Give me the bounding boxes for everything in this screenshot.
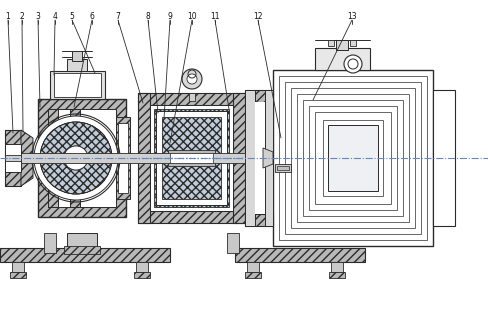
Circle shape — [182, 69, 202, 89]
Bar — [72, 51, 82, 61]
Bar — [349, 40, 355, 46]
Bar — [314, 112, 390, 204]
Bar — [254, 102, 264, 214]
Bar — [118, 123, 128, 193]
Text: 3: 3 — [36, 12, 41, 21]
Bar — [138, 93, 150, 223]
Bar — [150, 105, 232, 211]
Text: 7: 7 — [115, 12, 120, 21]
Circle shape — [343, 55, 361, 73]
Bar — [38, 99, 126, 217]
Bar — [235, 248, 364, 262]
Bar — [232, 93, 244, 223]
Text: 10: 10 — [187, 12, 196, 21]
Text: 5: 5 — [69, 12, 74, 21]
Bar — [327, 125, 377, 191]
Bar — [285, 82, 420, 234]
Bar — [303, 100, 402, 216]
Bar — [67, 59, 87, 71]
Text: 13: 13 — [346, 12, 356, 21]
Bar — [50, 71, 105, 99]
Bar — [67, 233, 97, 251]
Bar — [296, 94, 408, 222]
Bar — [244, 90, 272, 102]
Bar — [170, 153, 213, 163]
Text: 12: 12 — [253, 12, 262, 21]
Bar — [244, 272, 261, 278]
Text: 9: 9 — [167, 12, 172, 21]
Bar — [116, 117, 130, 199]
Circle shape — [40, 122, 112, 194]
Circle shape — [40, 122, 112, 194]
Bar — [44, 233, 56, 253]
Bar — [136, 262, 148, 272]
Bar — [330, 262, 342, 272]
Bar — [138, 211, 244, 223]
Bar — [327, 40, 333, 46]
Bar — [168, 150, 215, 166]
Polygon shape — [263, 148, 272, 168]
Bar — [308, 106, 396, 210]
Bar — [5, 130, 21, 186]
Bar — [272, 70, 432, 246]
Bar — [432, 90, 454, 226]
Bar — [70, 109, 80, 207]
Bar — [138, 93, 244, 105]
Circle shape — [64, 146, 88, 170]
Bar — [0, 248, 170, 262]
Bar — [64, 246, 100, 254]
Bar — [314, 48, 369, 70]
Text: 4: 4 — [52, 12, 57, 21]
Bar — [264, 90, 272, 226]
Bar — [279, 76, 426, 240]
Bar — [134, 272, 150, 278]
Bar — [5, 155, 21, 161]
Text: 2: 2 — [20, 12, 24, 21]
Bar — [54, 73, 101, 97]
Bar — [276, 166, 288, 170]
Bar — [12, 262, 24, 272]
Text: 11: 11 — [210, 12, 219, 21]
Bar — [189, 93, 195, 101]
Bar — [323, 120, 382, 196]
Circle shape — [64, 146, 88, 170]
Bar — [328, 272, 345, 278]
Bar — [226, 233, 239, 253]
Bar — [48, 109, 58, 207]
Bar — [10, 272, 26, 278]
Polygon shape — [21, 130, 33, 186]
Bar — [21, 153, 244, 163]
Bar — [246, 262, 259, 272]
Bar — [156, 111, 226, 205]
Bar — [244, 90, 254, 226]
Bar — [162, 117, 221, 199]
Circle shape — [34, 116, 118, 200]
Bar — [5, 144, 21, 172]
Bar — [154, 109, 228, 207]
Bar — [290, 88, 414, 228]
Text: 8: 8 — [145, 12, 150, 21]
Bar — [274, 164, 290, 172]
Circle shape — [186, 74, 197, 84]
Text: 6: 6 — [89, 12, 94, 21]
Bar — [48, 109, 116, 207]
Bar — [335, 40, 347, 50]
Bar — [244, 214, 272, 226]
Text: 1: 1 — [6, 12, 10, 21]
